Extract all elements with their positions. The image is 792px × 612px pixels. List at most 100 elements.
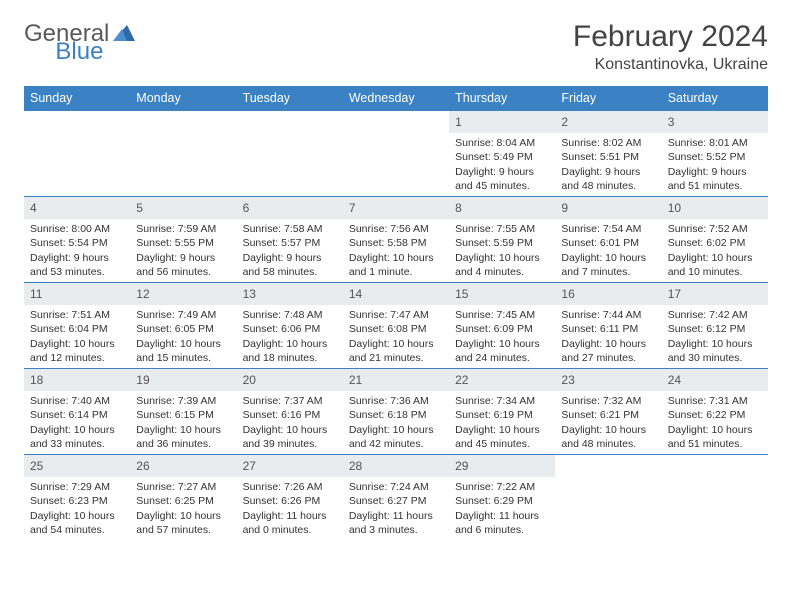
- day-data: Sunrise: 7:52 AMSunset: 6:02 PMDaylight:…: [662, 219, 768, 282]
- calendar-cell: 2Sunrise: 8:02 AMSunset: 5:51 PMDaylight…: [555, 111, 661, 197]
- day-data: Sunrise: 7:31 AMSunset: 6:22 PMDaylight:…: [662, 391, 768, 454]
- day-dl1: Daylight: 10 hours: [455, 337, 549, 351]
- day-number: 7: [343, 197, 449, 219]
- calendar-cell: [662, 455, 768, 541]
- calendar-cell: 11Sunrise: 7:51 AMSunset: 6:04 PMDayligh…: [24, 283, 130, 369]
- calendar-cell: 13Sunrise: 7:48 AMSunset: 6:06 PMDayligh…: [237, 283, 343, 369]
- calendar-cell: 3Sunrise: 8:01 AMSunset: 5:52 PMDaylight…: [662, 111, 768, 197]
- day-sunrise: Sunrise: 7:29 AM: [30, 480, 124, 494]
- day-dl2: and 6 minutes.: [455, 523, 549, 537]
- day-sunrise: Sunrise: 7:32 AM: [561, 394, 655, 408]
- day-dl2: and 56 minutes.: [136, 265, 230, 279]
- day-dl1: Daylight: 10 hours: [30, 423, 124, 437]
- logo-text-2: Blue: [55, 38, 103, 66]
- day-dl2: and 58 minutes.: [243, 265, 337, 279]
- day-sunrise: Sunrise: 7:49 AM: [136, 308, 230, 322]
- calendar-cell: 23Sunrise: 7:32 AMSunset: 6:21 PMDayligh…: [555, 369, 661, 455]
- day-dl2: and 51 minutes.: [668, 179, 762, 193]
- day-dl1: Daylight: 10 hours: [30, 509, 124, 523]
- day-sunset: Sunset: 6:08 PM: [349, 322, 443, 336]
- logo: General Blue: [24, 20, 187, 48]
- calendar-cell: 29Sunrise: 7:22 AMSunset: 6:29 PMDayligh…: [449, 455, 555, 541]
- day-data: Sunrise: 7:29 AMSunset: 6:23 PMDaylight:…: [24, 477, 130, 540]
- day-dl2: and 15 minutes.: [136, 351, 230, 365]
- day-dl2: and 30 minutes.: [668, 351, 762, 365]
- calendar-cell: 12Sunrise: 7:49 AMSunset: 6:05 PMDayligh…: [130, 283, 236, 369]
- day-sunrise: Sunrise: 8:02 AM: [561, 136, 655, 150]
- calendar-cell: 26Sunrise: 7:27 AMSunset: 6:25 PMDayligh…: [130, 455, 236, 541]
- day-sunset: Sunset: 6:15 PM: [136, 408, 230, 422]
- calendar-cell: 15Sunrise: 7:45 AMSunset: 6:09 PMDayligh…: [449, 283, 555, 369]
- day-dl1: Daylight: 10 hours: [561, 423, 655, 437]
- day-data: Sunrise: 7:27 AMSunset: 6:25 PMDaylight:…: [130, 477, 236, 540]
- day-dl1: Daylight: 10 hours: [136, 509, 230, 523]
- day-data: Sunrise: 7:37 AMSunset: 6:16 PMDaylight:…: [237, 391, 343, 454]
- day-number: 6: [237, 197, 343, 219]
- day-number: 10: [662, 197, 768, 219]
- calendar-row: 18Sunrise: 7:40 AMSunset: 6:14 PMDayligh…: [24, 369, 768, 455]
- day-dl1: Daylight: 9 hours: [668, 165, 762, 179]
- day-dl1: Daylight: 10 hours: [136, 423, 230, 437]
- weekday-header: Wednesday: [343, 86, 449, 111]
- day-sunrise: Sunrise: 7:34 AM: [455, 394, 549, 408]
- day-data: Sunrise: 7:54 AMSunset: 6:01 PMDaylight:…: [555, 219, 661, 282]
- calendar-cell: 17Sunrise: 7:42 AMSunset: 6:12 PMDayligh…: [662, 283, 768, 369]
- day-number: 14: [343, 283, 449, 305]
- weekday-header: Tuesday: [237, 86, 343, 111]
- day-sunrise: Sunrise: 7:51 AM: [30, 308, 124, 322]
- day-number: 2: [555, 111, 661, 133]
- day-dl2: and 24 minutes.: [455, 351, 549, 365]
- day-sunset: Sunset: 6:11 PM: [561, 322, 655, 336]
- day-sunrise: Sunrise: 7:55 AM: [455, 222, 549, 236]
- day-sunrise: Sunrise: 8:01 AM: [668, 136, 762, 150]
- day-dl1: Daylight: 10 hours: [561, 337, 655, 351]
- day-number: 24: [662, 369, 768, 391]
- day-dl1: Daylight: 10 hours: [349, 423, 443, 437]
- calendar-cell: 21Sunrise: 7:36 AMSunset: 6:18 PMDayligh…: [343, 369, 449, 455]
- day-sunset: Sunset: 6:09 PM: [455, 322, 549, 336]
- day-number: 8: [449, 197, 555, 219]
- day-sunset: Sunset: 6:23 PM: [30, 494, 124, 508]
- day-number: 18: [24, 369, 130, 391]
- calendar-cell: [555, 455, 661, 541]
- day-number: 25: [24, 455, 130, 477]
- day-data: Sunrise: 8:01 AMSunset: 5:52 PMDaylight:…: [662, 133, 768, 196]
- day-dl2: and 36 minutes.: [136, 437, 230, 451]
- day-number: 3: [662, 111, 768, 133]
- calendar-table: SundayMondayTuesdayWednesdayThursdayFrid…: [24, 86, 768, 541]
- day-sunset: Sunset: 5:55 PM: [136, 236, 230, 250]
- day-sunset: Sunset: 6:06 PM: [243, 322, 337, 336]
- day-sunrise: Sunrise: 7:47 AM: [349, 308, 443, 322]
- day-dl2: and 27 minutes.: [561, 351, 655, 365]
- day-dl1: Daylight: 9 hours: [561, 165, 655, 179]
- day-dl1: Daylight: 10 hours: [668, 423, 762, 437]
- day-data: Sunrise: 7:40 AMSunset: 6:14 PMDaylight:…: [24, 391, 130, 454]
- day-sunset: Sunset: 6:05 PM: [136, 322, 230, 336]
- day-dl1: Daylight: 10 hours: [455, 423, 549, 437]
- day-sunrise: Sunrise: 7:39 AM: [136, 394, 230, 408]
- day-sunset: Sunset: 5:58 PM: [349, 236, 443, 250]
- day-sunset: Sunset: 6:19 PM: [455, 408, 549, 422]
- day-data: Sunrise: 8:04 AMSunset: 5:49 PMDaylight:…: [449, 133, 555, 196]
- day-dl1: Daylight: 10 hours: [30, 337, 124, 351]
- day-data: Sunrise: 7:42 AMSunset: 6:12 PMDaylight:…: [662, 305, 768, 368]
- day-sunrise: Sunrise: 7:48 AM: [243, 308, 337, 322]
- day-sunset: Sunset: 6:02 PM: [668, 236, 762, 250]
- day-number: 19: [130, 369, 236, 391]
- calendar-cell: 6Sunrise: 7:58 AMSunset: 5:57 PMDaylight…: [237, 197, 343, 283]
- day-sunrise: Sunrise: 7:37 AM: [243, 394, 337, 408]
- day-data: Sunrise: 7:44 AMSunset: 6:11 PMDaylight:…: [555, 305, 661, 368]
- day-dl2: and 45 minutes.: [455, 179, 549, 193]
- day-data: Sunrise: 7:32 AMSunset: 6:21 PMDaylight:…: [555, 391, 661, 454]
- day-dl2: and 39 minutes.: [243, 437, 337, 451]
- calendar-cell: 18Sunrise: 7:40 AMSunset: 6:14 PMDayligh…: [24, 369, 130, 455]
- day-number: 12: [130, 283, 236, 305]
- day-sunset: Sunset: 6:25 PM: [136, 494, 230, 508]
- calendar-cell: 20Sunrise: 7:37 AMSunset: 6:16 PMDayligh…: [237, 369, 343, 455]
- day-number: 11: [24, 283, 130, 305]
- logo-mark-icon: [113, 23, 135, 46]
- day-dl2: and 51 minutes.: [668, 437, 762, 451]
- day-dl2: and 21 minutes.: [349, 351, 443, 365]
- day-sunset: Sunset: 5:54 PM: [30, 236, 124, 250]
- day-sunrise: Sunrise: 7:44 AM: [561, 308, 655, 322]
